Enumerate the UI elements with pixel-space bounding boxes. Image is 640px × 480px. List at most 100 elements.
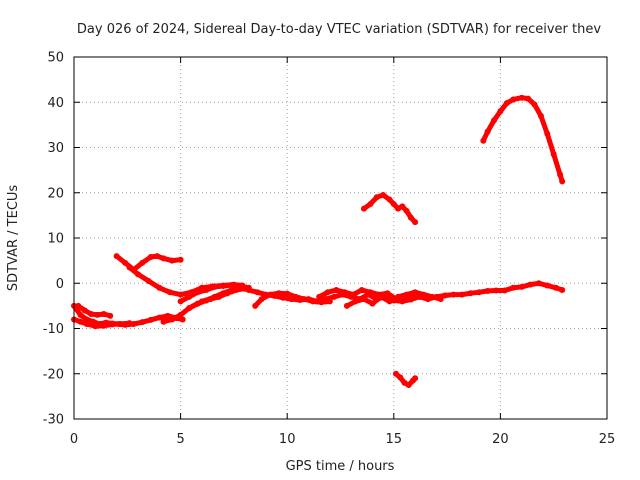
data-point — [484, 287, 491, 294]
data-point — [156, 314, 163, 321]
data-point — [88, 311, 95, 318]
data-point — [407, 214, 414, 221]
data-point — [284, 290, 291, 297]
series-track-15 — [480, 94, 566, 185]
data-point — [194, 289, 201, 296]
data-point — [126, 264, 133, 271]
data-point — [122, 259, 129, 266]
chart-title: Day 026 of 2024, Sidereal Day-to-day VTE… — [77, 22, 601, 37]
x-tick-label: 0 — [70, 432, 78, 447]
data-point — [203, 287, 210, 294]
data-point — [160, 255, 167, 262]
data-point — [360, 296, 367, 303]
data-point — [343, 302, 350, 309]
data-point — [169, 316, 176, 323]
data-point — [358, 287, 365, 294]
data-point — [510, 96, 517, 103]
data-point — [497, 108, 504, 115]
data-point — [480, 137, 487, 144]
data-point — [224, 290, 231, 297]
data-point — [476, 289, 483, 296]
series-track-10 — [252, 290, 333, 309]
data-point — [331, 293, 338, 300]
data-point — [75, 302, 82, 309]
data-point — [450, 291, 457, 298]
data-point — [169, 257, 176, 264]
data-point — [164, 312, 171, 319]
data-point — [83, 320, 90, 327]
data-point — [324, 289, 331, 296]
data-point — [367, 201, 374, 208]
data-point — [405, 382, 412, 389]
data-point — [350, 291, 357, 298]
data-point — [215, 293, 222, 300]
data-point — [134, 271, 141, 278]
data-point — [186, 305, 193, 312]
data-point — [501, 287, 508, 294]
data-point — [177, 256, 184, 263]
data-point — [301, 296, 308, 303]
x-tick-label: 10 — [279, 432, 296, 447]
data-point — [254, 289, 261, 296]
data-point — [81, 307, 88, 314]
data-point — [154, 253, 161, 260]
series-layer — [71, 94, 566, 389]
data-point — [380, 192, 387, 199]
data-point — [316, 293, 323, 300]
series-track-12 — [343, 289, 444, 309]
data-point — [145, 277, 152, 284]
data-point — [258, 296, 265, 303]
data-point — [403, 207, 410, 214]
data-point — [518, 94, 525, 101]
y-tick-label: 40 — [47, 96, 64, 111]
data-point — [493, 287, 500, 294]
data-point — [179, 316, 186, 323]
data-point — [228, 282, 235, 289]
data-point — [77, 311, 84, 318]
grid-layer — [74, 57, 607, 419]
data-point — [412, 289, 419, 296]
data-point — [550, 151, 557, 158]
x-tick-label: 25 — [599, 432, 616, 447]
data-point — [113, 253, 120, 260]
data-point — [420, 291, 427, 298]
y-tick-label: 30 — [47, 141, 64, 156]
data-point — [369, 300, 376, 307]
data-point — [491, 117, 498, 124]
y-tick-label: 10 — [47, 232, 64, 247]
data-point — [241, 285, 248, 292]
data-point — [503, 100, 510, 107]
data-point — [467, 290, 474, 297]
data-point — [139, 319, 146, 326]
data-point — [279, 294, 286, 301]
data-point — [484, 128, 491, 135]
data-point — [117, 320, 124, 327]
data-point — [559, 178, 566, 185]
plot-frame — [73, 56, 608, 420]
tick-layer: 0 5 10 15 20 25 -30 -20 -10 0 10 20 30 40 50 — [43, 51, 616, 448]
series-track-14 — [392, 370, 419, 389]
data-point — [525, 95, 532, 102]
y-tick-label: -30 — [43, 413, 64, 428]
series-track-9 — [198, 285, 248, 305]
data-point — [198, 298, 205, 305]
x-tick-label: 15 — [386, 432, 403, 447]
data-point — [326, 298, 333, 305]
data-point — [437, 296, 444, 303]
x-tick-label: 20 — [492, 432, 509, 447]
data-point — [395, 293, 402, 300]
data-point — [367, 289, 374, 296]
data-point — [510, 284, 517, 291]
data-point — [92, 323, 99, 330]
data-point — [156, 284, 163, 291]
data-point — [147, 316, 154, 323]
data-point — [552, 284, 559, 291]
data-point — [147, 254, 154, 261]
data-point — [373, 194, 380, 201]
series-track-4 — [113, 253, 184, 273]
data-point — [333, 287, 340, 294]
data-point — [94, 311, 101, 318]
data-point — [392, 370, 399, 377]
data-point — [544, 282, 551, 289]
